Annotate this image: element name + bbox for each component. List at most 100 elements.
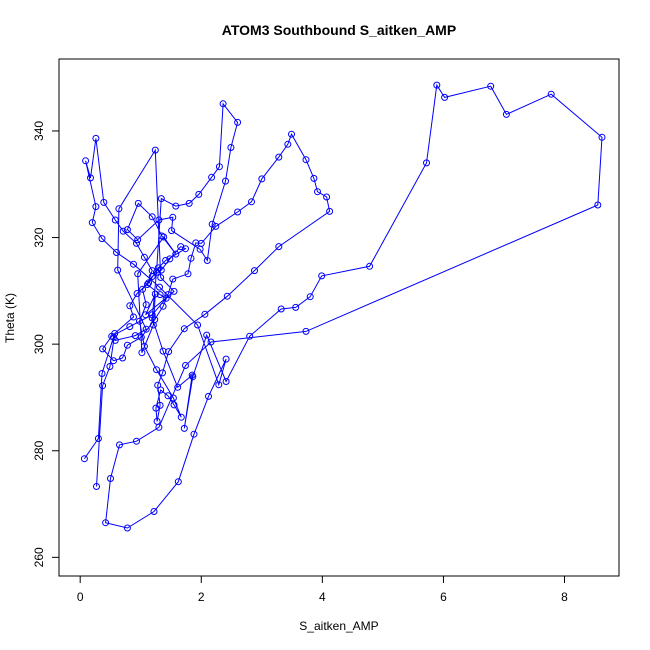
data-point (234, 208, 242, 216)
data-point (134, 199, 142, 207)
data-point (82, 157, 90, 165)
data-point (138, 349, 146, 357)
data-point (145, 279, 153, 287)
data-point (92, 203, 100, 211)
data-point (201, 310, 209, 318)
data-point (159, 369, 166, 377)
data-point (318, 272, 326, 280)
x-tick-label: 6 (440, 590, 447, 604)
data-point (547, 90, 555, 98)
y-tick-label: 300 (32, 334, 46, 354)
data-point (288, 130, 295, 138)
data-point (215, 163, 223, 171)
data-point (169, 213, 177, 221)
plot-area (80, 81, 606, 532)
y-tick-label: 260 (32, 547, 46, 567)
data-point (174, 383, 182, 391)
data-point (99, 345, 107, 353)
data-point (219, 100, 227, 108)
data-point (151, 290, 159, 298)
data-point (172, 250, 180, 258)
data-point (119, 227, 127, 235)
data-point (98, 235, 106, 243)
data-point (203, 257, 211, 264)
data-point (215, 381, 223, 389)
y-axis-label: Theta (K) (3, 293, 17, 343)
data-point (423, 159, 430, 167)
data-point (277, 305, 285, 313)
data-point (487, 82, 495, 90)
data-point (100, 198, 108, 206)
data-point (169, 275, 177, 283)
data-point (156, 291, 164, 299)
data-point (187, 254, 195, 262)
data-point (130, 260, 137, 268)
data-point (185, 199, 193, 207)
data-point (182, 362, 189, 369)
data-point (153, 417, 161, 425)
data-point (208, 220, 216, 228)
data-point (208, 173, 216, 181)
data-point (174, 478, 182, 486)
data-point (123, 226, 131, 234)
data-point (114, 266, 122, 274)
data-point (151, 146, 159, 154)
data-point (111, 330, 119, 337)
data-point (111, 336, 119, 344)
data-point (140, 253, 148, 261)
data-point (197, 239, 205, 247)
data-point (292, 303, 300, 311)
data-point (170, 287, 178, 295)
data-point (148, 273, 156, 280)
data-point (142, 325, 150, 333)
data-point (207, 338, 215, 346)
y-axis: 260 280 300 320 340 (32, 121, 60, 567)
data-point (157, 274, 165, 281)
data-point (134, 270, 142, 278)
data-point (170, 401, 178, 409)
data-point (165, 348, 173, 356)
data-point (142, 301, 150, 309)
data-point (314, 188, 321, 196)
data-point (154, 264, 162, 272)
data-point (110, 357, 117, 365)
data-point (203, 331, 211, 339)
data-point (182, 245, 189, 253)
data-point (180, 424, 188, 432)
data-point (222, 378, 230, 385)
data-point (116, 441, 123, 449)
data-point (140, 342, 148, 350)
x-tick-label: 4 (319, 590, 326, 604)
data-point (139, 285, 146, 293)
data-point (134, 236, 142, 244)
data-point (222, 355, 230, 363)
data-point (184, 270, 192, 278)
data-point (275, 243, 283, 251)
data-point (87, 174, 94, 182)
x-axis-label: S_aitken_AMP (299, 619, 378, 633)
data-point (94, 435, 102, 442)
data-point (80, 455, 88, 463)
data-point (302, 156, 310, 164)
data-point (151, 316, 159, 324)
data-point (133, 437, 140, 445)
x-tick-label: 0 (77, 590, 84, 604)
data-point (172, 202, 180, 210)
data-point (302, 327, 310, 335)
data-point (323, 193, 331, 201)
data-point (433, 81, 441, 89)
data-point (310, 174, 318, 182)
data-point (155, 216, 163, 224)
data-point (107, 475, 114, 482)
data-point (93, 483, 100, 490)
data-point (137, 333, 145, 341)
data-point (227, 144, 235, 151)
data-point (190, 430, 198, 438)
data-point (223, 292, 231, 300)
data-point (234, 118, 242, 126)
data-point (162, 257, 170, 264)
data-point (159, 302, 167, 310)
x-tick-label: 8 (561, 590, 568, 604)
data-point (119, 354, 127, 362)
